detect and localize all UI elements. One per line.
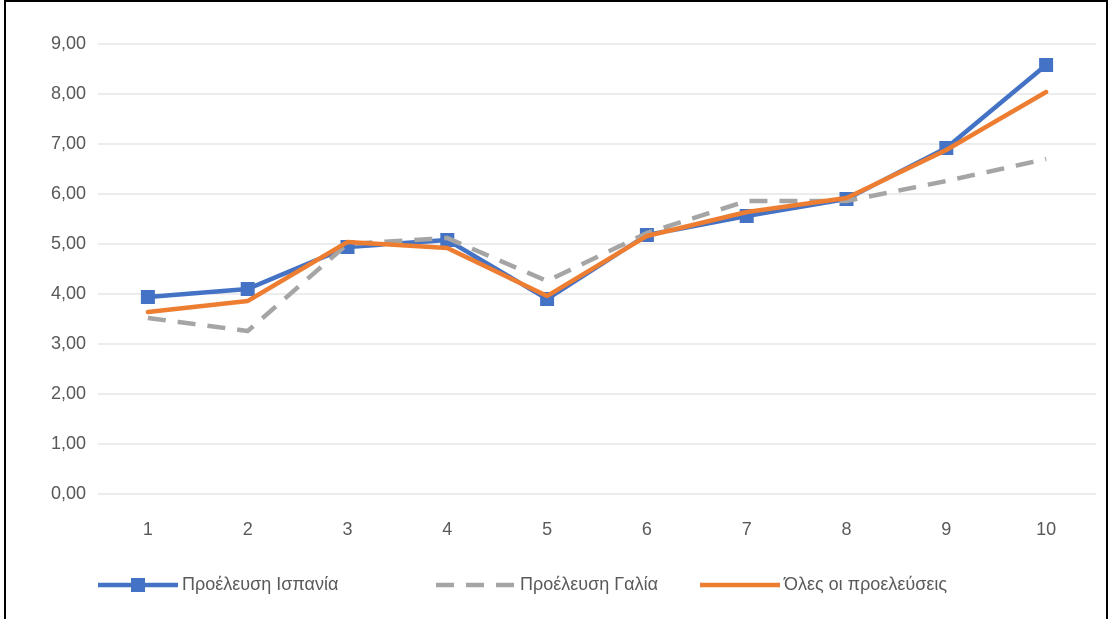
x-tick-label: 5 xyxy=(542,519,552,539)
y-tick-label: 0,00 xyxy=(51,483,86,503)
legend-label: Προέλευση Ισπανία xyxy=(182,574,338,594)
chart-border xyxy=(4,0,1108,619)
x-tick-label: 10 xyxy=(1036,519,1056,539)
x-tick-label: 2 xyxy=(243,519,253,539)
legend-label: Όλες οι προελεύσεις xyxy=(783,574,947,594)
y-tick-label: 6,00 xyxy=(51,183,86,203)
y-tick-label: 1,00 xyxy=(51,433,86,453)
x-tick-label: 1 xyxy=(143,519,153,539)
x-tick-label: 7 xyxy=(742,519,752,539)
series-line xyxy=(147,156,1047,334)
legend-marker xyxy=(131,578,145,592)
y-tick-label: 8,00 xyxy=(51,83,86,103)
y-tick-label: 5,00 xyxy=(51,233,86,253)
x-tick-label: 9 xyxy=(941,519,951,539)
point-marker xyxy=(140,290,155,304)
x-tick-label: 4 xyxy=(442,519,452,539)
y-tick-label: 2,00 xyxy=(51,383,86,403)
x-tick-label: 8 xyxy=(841,519,851,539)
legend-label: Προέλευση Γαλία xyxy=(520,574,658,594)
y-tick-label: 3,00 xyxy=(51,333,86,353)
y-tick-label: 4,00 xyxy=(51,283,86,303)
x-tick-label: 3 xyxy=(342,519,352,539)
y-tick-label: 7,00 xyxy=(51,133,86,153)
series-line xyxy=(145,89,1049,315)
y-tick-label: 9,00 xyxy=(51,33,86,53)
x-tick-label: 6 xyxy=(642,519,652,539)
point-marker xyxy=(240,282,255,296)
point-marker xyxy=(1039,58,1054,72)
